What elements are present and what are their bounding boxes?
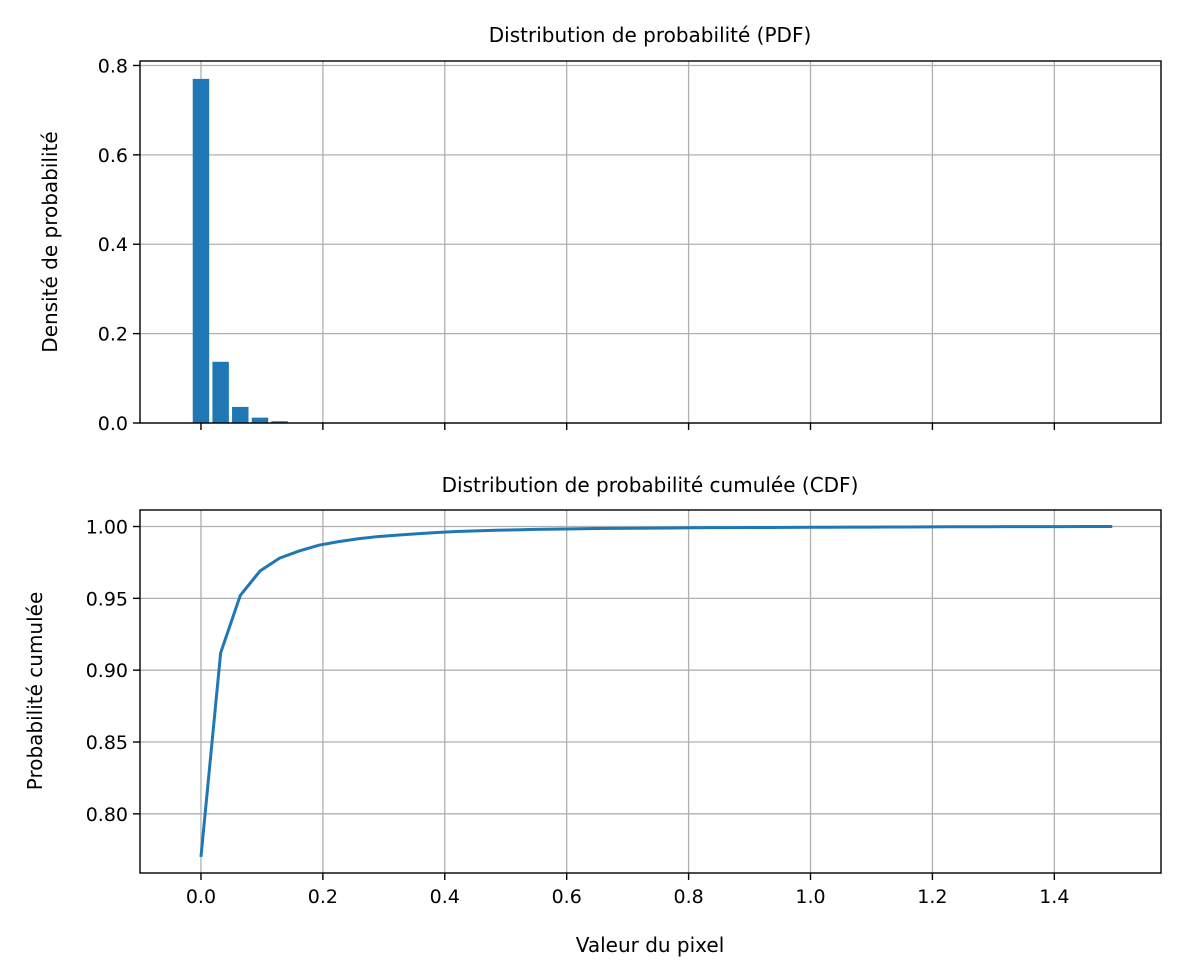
- cdf-axes-frame: [139, 509, 1162, 874]
- pdf-y-tick-label: 0.0: [98, 413, 128, 435]
- cdf-y-tick-label: 0.85: [86, 732, 128, 754]
- cdf-x-tick-label: 0.4: [430, 886, 460, 908]
- pdf-y-tick-label: 0.8: [98, 55, 128, 77]
- cdf-x-tick-label: 1.2: [917, 886, 947, 908]
- pdf-axes-frame: [139, 60, 1162, 424]
- pdf-panel: Distribution de probabilité (PDF) 0.0 0.2…: [38, 23, 1162, 435]
- pdf-grid: [140, 61, 1161, 424]
- pdf-bar: [212, 361, 229, 423]
- cdf-x-tick-label: 1.4: [1039, 886, 1069, 908]
- pdf-panel-title: Distribution de probabilité (PDF): [489, 23, 812, 47]
- pdf-bars: [192, 78, 288, 424]
- cdf-x-tick-label: 0.6: [552, 886, 582, 908]
- pdf-bar: [192, 78, 210, 424]
- cdf-panel-title: Distribution de probabilité cumulée (CDF…: [442, 473, 859, 497]
- cdf-series-line: [199, 525, 1113, 858]
- pdf-y-tick-label: 0.4: [98, 234, 128, 256]
- pdf-y-axis-title: Densité de probabilité: [38, 131, 62, 352]
- pdf-y-tick-label: 0.6: [98, 145, 128, 167]
- cdf-ticks: 0.0 0.2 0.4 0.6 0.8 1.0 1.2 1.4 0.80 0.85 0.90 0.95…: [86, 517, 1070, 908]
- cdf-y-tick-label: 1.00: [86, 517, 128, 539]
- cdf-grid: [140, 510, 1161, 873]
- cdf-x-tick-label: 1.0: [795, 886, 825, 908]
- pdf-bar: [232, 406, 249, 423]
- cdf-y-axis-title: Probabilité cumulée: [23, 592, 47, 791]
- pdf-y-tick-label: 0.2: [98, 324, 128, 346]
- cdf-line-group: [199, 525, 1113, 858]
- pdf-bar: [251, 417, 269, 423]
- pdf-bar: [271, 421, 288, 423]
- cdf-x-tick-label: 0.0: [186, 886, 216, 908]
- cdf-x-tick-label: 0.8: [673, 886, 703, 908]
- pdf-ticks: 0.0 0.2 0.4 0.6 0.8: [98, 55, 1056, 435]
- cdf-panel: Distribution de probabilité cumulée (CDF…: [23, 473, 1162, 957]
- cdf-y-tick-label: 0.90: [86, 660, 128, 682]
- cdf-x-tick-label: 0.2: [308, 886, 338, 908]
- cdf-x-axis-title: Valeur du pixel: [576, 933, 725, 957]
- cdf-y-tick-label: 0.95: [86, 588, 128, 610]
- cdf-y-tick-label: 0.80: [86, 804, 128, 826]
